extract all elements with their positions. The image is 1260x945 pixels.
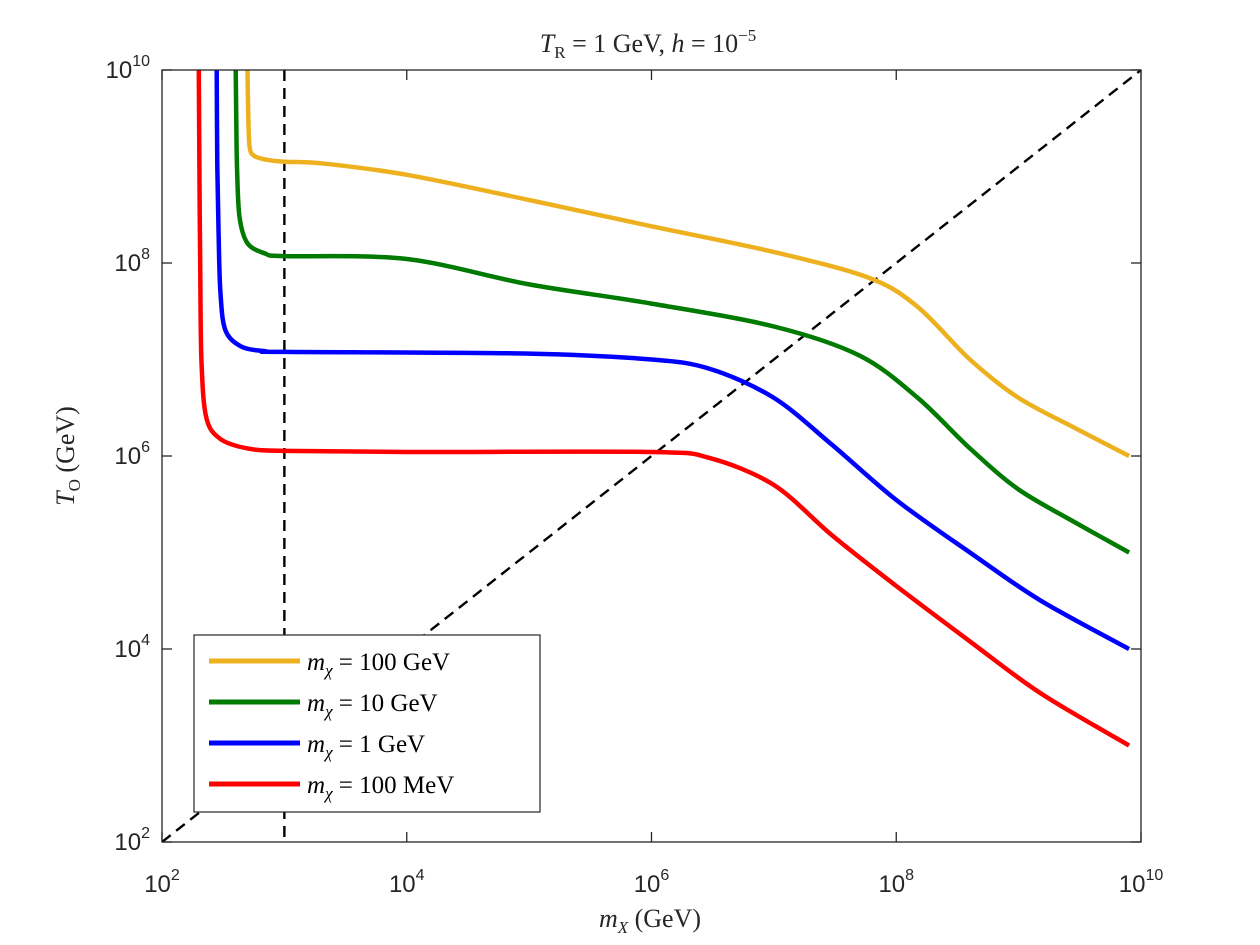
series-line-1-gev <box>214 70 1131 651</box>
y-tick-label: 1010 <box>106 53 151 84</box>
x-tick-label: 108 <box>878 867 914 898</box>
x-tick-label: 102 <box>144 867 180 898</box>
y-tick-label: 108 <box>114 246 150 277</box>
legend-label-100-gev: mχ = 100 GeV <box>307 649 450 680</box>
y-tick-label: 104 <box>114 632 150 663</box>
x-tick-label: 1010 <box>1119 867 1164 898</box>
y-axis-label: TO (GeV) <box>51 406 84 506</box>
chart-title: TR = 1 GeV, h = 10−5 <box>540 26 756 62</box>
x-tick-label: 106 <box>634 867 670 898</box>
series-line-10-gev <box>233 70 1131 555</box>
series-line-100-mev <box>196 70 1131 748</box>
legend-label-1-gev: mχ = 1 GeV <box>307 731 425 762</box>
legend-label-100-mev: mχ = 100 MeV <box>307 772 454 803</box>
series-line-100-gev <box>245 70 1131 458</box>
y-tick-label: 106 <box>114 439 150 470</box>
legend: mχ = 100 GeV mχ = 10 GeV mχ = 1 GeV mχ =… <box>193 634 541 813</box>
x-tick-label: 104 <box>389 867 425 898</box>
x-axis-label: mX (GeV) <box>599 904 701 937</box>
y-tick-label: 102 <box>114 825 150 856</box>
axis-ticks: 102 104 106 108 1010 102 104 106 108 1010 <box>106 53 1164 898</box>
legend-label-10-gev: mχ = 10 GeV <box>307 690 438 721</box>
data-series <box>196 70 1131 748</box>
